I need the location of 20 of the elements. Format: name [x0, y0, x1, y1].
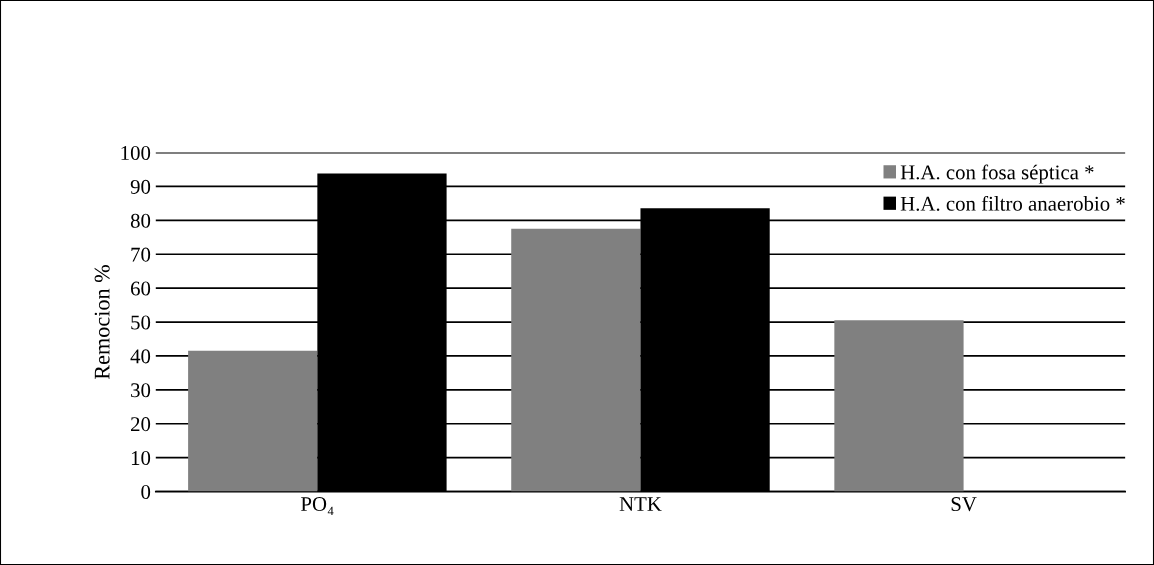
y-tick-label: 100 [121, 145, 151, 160]
y-axis-title: Remocion % [94, 265, 110, 380]
y-tick-label: 40 [130, 349, 151, 364]
y-tick-label: 60 [130, 281, 151, 296]
legend-label: H.A. con filtro anaerobio * [900, 195, 1125, 211]
x-tick-label: PO₄ [301, 497, 334, 516]
x-tick-label: NTK [619, 497, 662, 511]
y-tick-label: 30 [131, 383, 151, 398]
y-tick-label: 70 [131, 247, 151, 262]
y-tick-label: 80 [130, 213, 151, 228]
legend-label: H.A. con fosa séptica * [900, 164, 1094, 184]
y-tick-label: 10 [131, 451, 151, 466]
y-tick-label: 90 [130, 179, 151, 194]
x-tick-label: SV [951, 497, 977, 512]
bar [834, 320, 964, 492]
y-tick-label: 0 [141, 484, 151, 499]
y-tick-label: 20 [131, 417, 151, 432]
bar [511, 228, 641, 492]
bar [188, 350, 318, 492]
y-tick-label: 50 [131, 315, 151, 330]
